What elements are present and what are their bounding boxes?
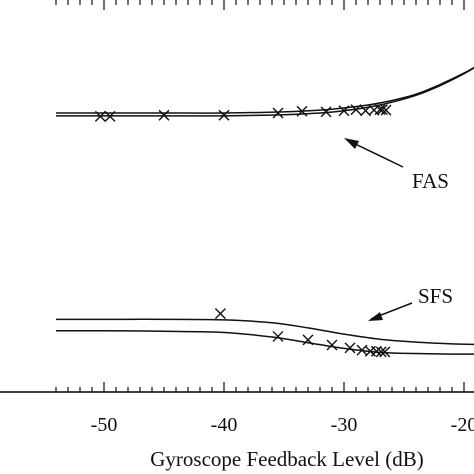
marker-stroke (302, 334, 314, 346)
x-axis-label: Gyroscope Feedback Level (dB) (150, 447, 423, 471)
plot-frame (0, 391, 474, 393)
fas-x-marker (94, 110, 106, 122)
marker-stroke (350, 104, 362, 116)
sfs-curve (55, 329, 474, 355)
fas-curve (56, 67, 474, 117)
marker-stroke (380, 104, 392, 116)
fas-label: FAS (412, 169, 449, 193)
fas-arrow-head (344, 138, 359, 149)
marker-stroke (104, 110, 116, 122)
sfs-x-marker (326, 339, 338, 351)
marker-stroke (375, 346, 387, 358)
sfs-x-marker (302, 334, 314, 346)
x-tick-label: -30 (331, 414, 358, 436)
marker-stroke (320, 106, 332, 118)
marker-stroke (376, 104, 388, 116)
sfs-x-marker (379, 346, 391, 358)
marker-stroke (326, 339, 338, 351)
marker-stroke (218, 109, 230, 121)
fas-x-marker (376, 104, 388, 116)
marker-stroke (94, 110, 106, 122)
fas-x-marker (158, 109, 170, 121)
marker-stroke (296, 105, 308, 117)
fas-curve (56, 66, 474, 114)
marker-stroke (379, 346, 391, 358)
sfs-x-marker (272, 330, 284, 342)
sfs-curve (56, 318, 474, 346)
fas-annotation: FAS (344, 138, 449, 193)
sfs-x-marker (214, 308, 226, 320)
fas-x-marker (380, 104, 392, 116)
sfs-label: SFS (418, 284, 453, 308)
marker-stroke (158, 109, 170, 121)
fas-x-marker (360, 105, 372, 117)
fas-x-marker (350, 104, 362, 116)
fas-x-marker (104, 110, 116, 122)
marker-group (94, 104, 392, 358)
sfs-x-marker (344, 342, 356, 354)
x-ticks (55, 0, 465, 392)
marker-stroke (338, 105, 350, 117)
marker-stroke (370, 345, 382, 357)
sfs-x-marker (370, 345, 382, 357)
marker-stroke (272, 330, 284, 342)
fas-x-marker (218, 109, 230, 121)
x-tick-label: -40 (211, 414, 238, 436)
marker-stroke (360, 105, 372, 117)
x-tick-label: -50 (91, 414, 118, 436)
marker-stroke (214, 308, 226, 320)
sfs-annotation: SFS (368, 284, 453, 321)
series-group (55, 66, 474, 355)
fas-x-marker (296, 105, 308, 117)
sfs-arrow-head (368, 312, 383, 321)
marker-stroke (374, 104, 386, 116)
fas-x-marker (272, 107, 284, 119)
marker-stroke (344, 342, 356, 354)
x-tick-label: -20 (451, 414, 474, 436)
marker-stroke (272, 107, 284, 119)
x-tick-labels: -50 -40 -30 -20 (91, 414, 474, 436)
sfs-x-marker (375, 346, 387, 358)
fas-x-marker (338, 105, 350, 117)
fas-x-marker (320, 106, 332, 118)
